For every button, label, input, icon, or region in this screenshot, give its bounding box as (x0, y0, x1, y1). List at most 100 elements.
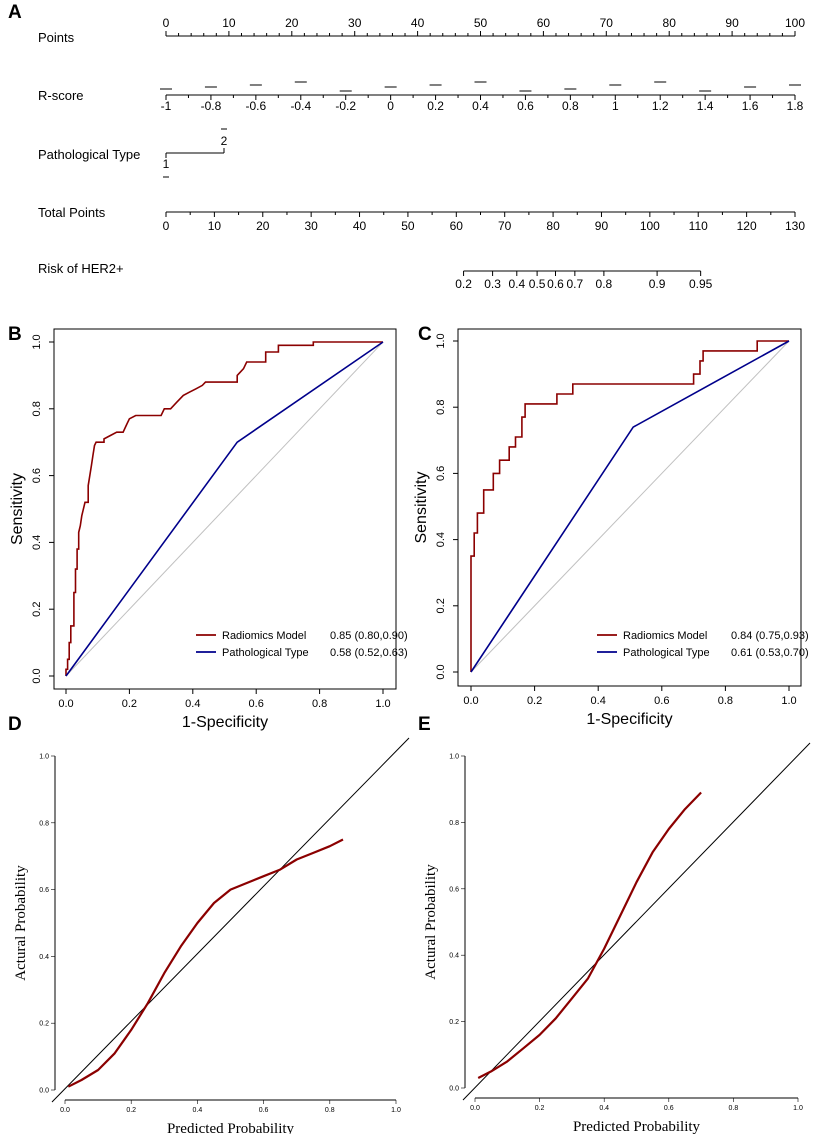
x-tick-label: 0.8 (729, 1105, 739, 1112)
y-tick-label: 1.0 (435, 333, 447, 348)
r-score-tick-label: 1.6 (742, 99, 759, 113)
total-points-tick-label: 100 (640, 219, 660, 233)
total-points-tick-label: 120 (737, 219, 757, 233)
r-score-tick-label: 1.4 (697, 99, 714, 113)
x-tick-label: 0.4 (193, 1107, 203, 1114)
y-tick-label: 0.2 (449, 1019, 459, 1026)
x-tick-label: 0.2 (527, 695, 542, 707)
r-score-tick-label: 0.2 (427, 99, 444, 113)
r-score-tick-label: 0.4 (472, 99, 489, 113)
r-score-tick-label: 1 (612, 99, 619, 113)
y-tick-label: 0.8 (31, 401, 43, 416)
y-tick-label: 0.0 (435, 664, 447, 679)
legend-label-radiomics: Radiomics Model (623, 630, 707, 642)
y-tick-label: 0.6 (449, 886, 459, 893)
y-axis-label: Actural Probability (13, 865, 29, 981)
x-tick-label: 1.0 (375, 698, 390, 710)
r-score-tick-label: -0.8 (201, 99, 222, 113)
x-tick-label: 0.8 (718, 695, 733, 707)
risk-tick-label: 0.4 (508, 277, 525, 291)
panel-letter-a: A (8, 2, 22, 23)
y-tick-label: 0.4 (31, 535, 43, 550)
legend-label-pathological: Pathological Type (222, 647, 309, 659)
y-tick-label: 0.8 (449, 820, 459, 827)
total-points-tick-label: 50 (401, 219, 415, 233)
legend-label-radiomics: Radiomics Model (222, 630, 306, 642)
r-score-label: R-score (38, 88, 84, 103)
total-points-tick-label: 110 (689, 219, 708, 233)
x-tick-label: 1.0 (391, 1107, 401, 1114)
x-tick-label: 0.2 (535, 1105, 545, 1112)
x-tick-label: 0.6 (249, 698, 264, 710)
x-axis-label: Predicted Probability (573, 1119, 701, 1134)
y-tick-label: 0.0 (31, 668, 43, 683)
points-tick-label: 100 (785, 16, 805, 30)
pathological-type-tick-label: 1 (163, 157, 170, 171)
x-tick-label: 0.0 (60, 1107, 70, 1114)
r-score-tick-label: -0.2 (335, 99, 356, 113)
r-score-tick-label: 0.6 (517, 99, 534, 113)
risk-label: Risk of HER2+ (38, 261, 124, 276)
points-tick-label: 70 (600, 16, 614, 30)
total-points-tick-label: 60 (450, 219, 464, 233)
x-tick-label: 0.0 (470, 1105, 480, 1112)
legend-auc-radiomics: 0.85 (0.80,0.90) (330, 630, 408, 642)
y-tick-label: 0.0 (39, 1088, 49, 1095)
y-tick-label: 0.2 (435, 598, 447, 613)
points-tick-label: 0 (163, 16, 170, 30)
radiomics-model-roc-curve (65, 341, 383, 676)
points-tick-label: 60 (537, 16, 551, 30)
r-score-tick-label: 0 (387, 99, 394, 113)
total-points-tick-label: 30 (304, 219, 318, 233)
radiomics-model-roc-curve (470, 340, 789, 672)
reference-diagonal (470, 340, 790, 673)
x-axis-label: 1-Specificity (182, 714, 268, 731)
calibration-curve (67, 838, 344, 1088)
x-axis-label: Predicted Probability (167, 1121, 295, 1134)
pathological-type-label: Pathological Type (38, 147, 140, 162)
risk-tick-label: 0.2 (455, 277, 472, 291)
y-tick-label: 0.6 (39, 887, 49, 894)
total-points-tick-label: 130 (785, 219, 805, 233)
risk-tick-label: 0.7 (567, 277, 584, 291)
calibration-curve (477, 791, 702, 1079)
panel-letter-d: D (8, 714, 22, 735)
x-tick-label: 0.2 (122, 698, 137, 710)
x-tick-label: 0.4 (591, 695, 606, 707)
risk-tick-label: 0.5 (529, 277, 546, 291)
plot-frame (457, 328, 802, 687)
x-tick-label: 0.6 (259, 1107, 269, 1114)
legend-auc-pathological: 0.61 (0.53,0.70) (731, 647, 809, 659)
x-tick-label: 1.0 (793, 1105, 803, 1112)
panel-letter-e: E (418, 714, 431, 735)
x-tick-label: 0.6 (654, 695, 669, 707)
x-tick-label: 0.4 (599, 1105, 609, 1112)
points-label: Points (38, 30, 75, 45)
y-tick-label: 0.4 (449, 953, 459, 960)
x-tick-label: 0.0 (463, 695, 478, 707)
calibration-panel-e: 0.0 0.0 0.2 0.2 0.4 0.4 0.6 0.6 0.8 0.8 1.0 1.0 Pred… (423, 742, 811, 1134)
r-score-tick-label: 0.8 (562, 99, 579, 113)
y-tick-label: 0.8 (39, 820, 49, 827)
panel-letter-b: B (8, 324, 22, 345)
total-points-tick-label: 0 (163, 219, 170, 233)
y-tick-label: 0.4 (435, 532, 447, 547)
points-tick-label: 50 (474, 16, 488, 30)
y-axis-label: Sensitivity (9, 473, 26, 545)
x-tick-label: 0.6 (664, 1105, 674, 1112)
roc-panel-b: 0.0 0.0 0.2 0.2 0.4 0.4 0.6 0.6 0.8 0.8 1.0 1.0 1-Sp… (9, 328, 408, 731)
total-points-tick-label: 10 (208, 219, 222, 233)
reference-diagonal (65, 341, 384, 677)
x-tick-label: 0.8 (312, 698, 327, 710)
x-tick-label: 0.2 (126, 1107, 136, 1114)
r-score-tick-label: 1.2 (652, 99, 669, 113)
y-tick-label: 1.0 (31, 334, 43, 349)
y-axis-label: Sensitivity (413, 471, 430, 543)
points-tick-label: 20 (285, 16, 299, 30)
points-tick-label: 90 (725, 16, 739, 30)
calibration-panel-d: 0.0 0.0 0.2 0.2 0.4 0.4 0.6 0.6 0.8 0.8 1.0 1.0 Pred… (13, 737, 410, 1134)
r-score-tick-label: -0.6 (246, 99, 267, 113)
roc-panel-c: 0.0 0.0 0.2 0.2 0.4 0.4 0.6 0.6 0.8 0.8 1.0 1.0 1-Sp… (413, 328, 809, 728)
